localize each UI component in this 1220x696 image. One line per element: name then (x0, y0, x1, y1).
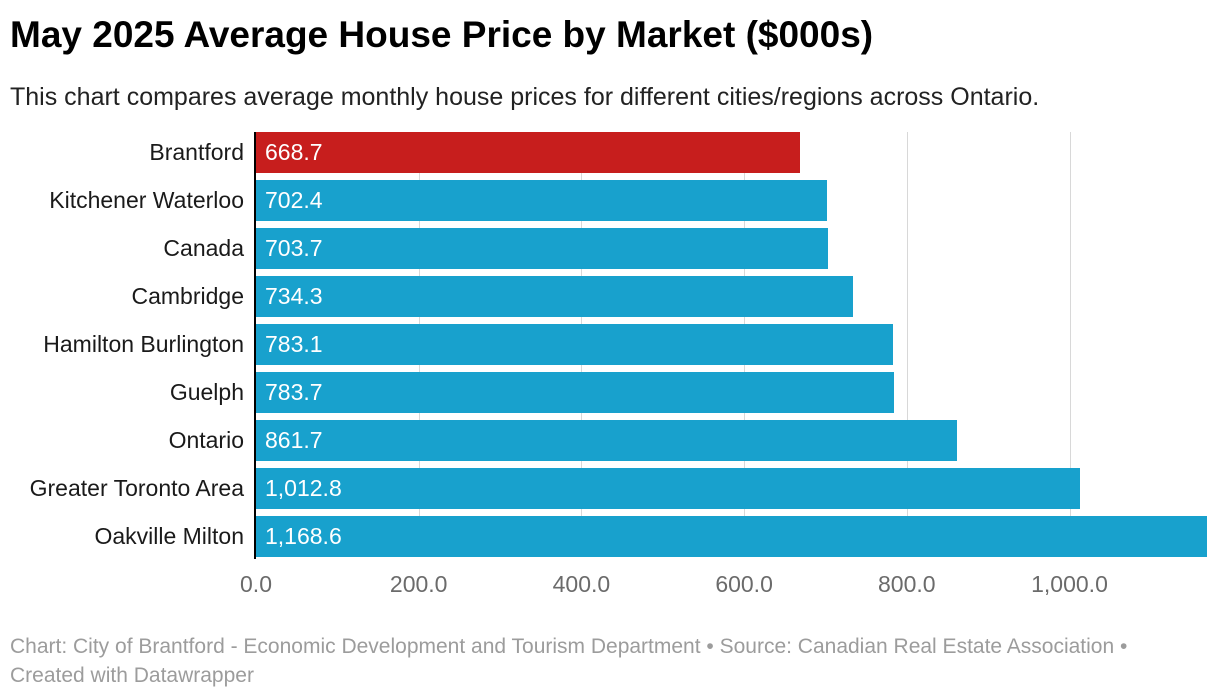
category-label: Oakville Milton (94, 523, 244, 549)
bar-row: Oakville Milton 1,168.6 (10, 516, 1220, 557)
bar-track: 668.7 (256, 132, 1220, 173)
x-tick-label: 800.0 (878, 571, 936, 597)
category-label: Ontario (168, 427, 244, 453)
chart-subtitle: This chart compares average monthly hous… (10, 83, 1040, 111)
chart-footer: Chart: City of Brantford - Economic Deve… (10, 635, 1128, 687)
x-tick-label: 1,000.0 (1031, 571, 1108, 597)
bar: 783.7 (256, 372, 894, 413)
bar-track: 783.7 (256, 372, 1220, 413)
bar-track: 702.4 (256, 180, 1220, 221)
bar-value-label: 1,012.8 (265, 475, 342, 501)
bar: 734.3 (256, 276, 854, 317)
bar-row: Brantford 668.7 (10, 132, 1220, 173)
bar-track: 783.1 (256, 324, 1220, 365)
x-axis: 0.0 200.0 400.0 600.0 800.0 1,000.0 (240, 570, 1220, 598)
bar-track: 861.7 (256, 420, 1220, 461)
plot-area: Brantford 668.7 Kitchener Waterloo 702.4… (10, 132, 1220, 598)
bar: 703.7 (256, 228, 829, 269)
bar: 783.1 (256, 324, 894, 365)
bar-rows: Brantford 668.7 Kitchener Waterloo 702.4… (10, 132, 1220, 557)
category-label: Hamilton Burlington (43, 331, 244, 357)
gridline (1069, 132, 1071, 557)
bar-value-label: 703.7 (265, 235, 323, 261)
bar-value-label: 734.3 (265, 283, 323, 309)
bar-track: 734.3 (256, 276, 1220, 317)
bar-row: Cambridge 734.3 (10, 276, 1220, 317)
bar-track: 1,012.8 (256, 468, 1220, 509)
bar-row: Kitchener Waterloo 702.4 (10, 180, 1220, 221)
bar-row: Ontario 861.7 (10, 420, 1220, 461)
category-label: Cambridge (131, 283, 245, 309)
category-label: Brantford (149, 139, 244, 165)
bar: 1,012.8 (256, 468, 1080, 509)
gridline (906, 132, 908, 557)
bar: 1,168.6 (256, 516, 1207, 557)
category-label: Greater Toronto Area (29, 475, 244, 501)
category-label: Kitchener Waterloo (49, 187, 244, 213)
bar-track: 1,168.6 (256, 516, 1220, 557)
x-tick-label: 600.0 (715, 571, 773, 597)
bar-row: Guelph 783.7 (10, 372, 1220, 413)
bar-row: Hamilton Burlington 783.1 (10, 324, 1220, 365)
bar-value-label: 783.7 (265, 379, 323, 405)
x-tick-label: 0.0 (240, 571, 272, 597)
bar-row: Canada 703.7 (10, 228, 1220, 269)
x-tick-label: 200.0 (389, 571, 448, 597)
bar-value-label: 861.7 (265, 427, 323, 453)
category-label: Guelph (169, 379, 244, 405)
bar-row: Greater Toronto Area 1,012.8 (10, 468, 1220, 509)
bar-value-label: 668.7 (265, 139, 323, 165)
chart-title: May 2025 Average House Price by Market (… (10, 14, 874, 55)
bar: 668.7 (256, 132, 800, 173)
category-label: Canada (163, 235, 244, 261)
bar: 702.4 (256, 180, 828, 221)
y-axis-line (254, 132, 256, 559)
x-tick-label: 400.0 (552, 571, 611, 597)
bar: 861.7 (256, 420, 957, 461)
bar-value-label: 702.4 (265, 187, 323, 213)
bar-track: 703.7 (256, 228, 1220, 269)
bar-value-label: 1,168.6 (265, 523, 342, 549)
bar-value-label: 783.1 (265, 331, 323, 357)
